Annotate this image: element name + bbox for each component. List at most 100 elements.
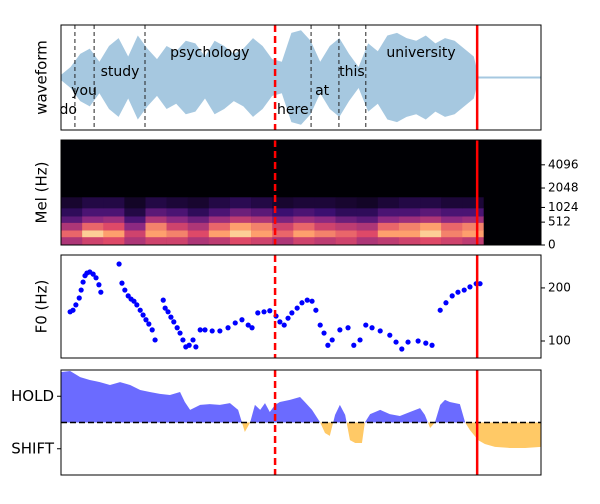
spectrogram-cell	[103, 230, 125, 238]
spectrogram-cell	[124, 222, 146, 231]
f0-point	[98, 289, 104, 295]
spectrogram-cell	[293, 197, 315, 209]
spectrogram-cell	[377, 230, 400, 238]
spectrogram-cell	[293, 208, 315, 217]
f0-point	[267, 308, 273, 314]
f0-point	[449, 293, 455, 299]
f0-point	[369, 325, 375, 331]
axes-frame	[60, 369, 542, 476]
f0-point	[116, 261, 122, 267]
spectrogram-cell	[377, 222, 400, 231]
spectrogram-cell	[229, 197, 252, 209]
spectrogram-cell	[124, 216, 146, 223]
spectrogram-cell	[124, 197, 146, 209]
spectrogram-cell	[229, 236, 252, 245]
word-label: psychology	[170, 45, 249, 61]
f0-point	[255, 310, 261, 316]
spectrogram-cell	[335, 216, 357, 223]
spectrogram-cell	[166, 197, 189, 209]
f0-point	[78, 287, 84, 293]
spectrogram-cell	[166, 222, 189, 231]
spectrogram-cell	[377, 208, 400, 217]
spectrogram-cell	[187, 208, 210, 217]
f0-point	[309, 298, 315, 304]
spectrogram-cell	[124, 208, 146, 217]
f0-point	[174, 325, 180, 331]
spectrogram-cell	[124, 230, 146, 238]
spectrogram-cell	[398, 236, 421, 245]
spectrogram-cell	[356, 208, 379, 217]
f0-point	[70, 307, 76, 313]
spectrogram-cell	[166, 208, 189, 217]
spectrogram-cell	[398, 197, 421, 209]
spectrogram-cell	[103, 236, 125, 245]
spectrogram-cell	[82, 208, 104, 217]
spectrogram-cell	[251, 216, 273, 223]
f0-point	[377, 328, 383, 334]
spectrogram-cell	[377, 197, 400, 209]
f0-point	[455, 289, 461, 295]
spectrogram-cell	[441, 208, 463, 217]
spectrogram-cell	[314, 208, 336, 217]
y-axis-label: Mel (Hz)	[33, 162, 51, 224]
y-tick-label: 512	[548, 215, 571, 229]
spectrogram-cell	[103, 222, 125, 231]
spectrogram-cell	[272, 197, 294, 209]
spectrogram-cell	[420, 222, 442, 231]
y-tick-label: 100	[548, 334, 571, 348]
spectrogram-cell	[314, 216, 336, 223]
f0-point	[180, 337, 186, 343]
waveform-upper	[61, 30, 541, 78]
spectrogram-cell	[61, 230, 83, 238]
f0-point	[461, 287, 467, 293]
word-label: study	[101, 64, 140, 80]
f0-point	[122, 287, 128, 293]
spectrogram-cell	[356, 197, 379, 209]
f0-point	[197, 327, 203, 333]
spectrogram-cell	[145, 222, 167, 231]
f0-point	[80, 279, 86, 285]
spectrogram-cell	[293, 216, 315, 223]
f0-point	[239, 317, 245, 323]
spectrogram-cell	[61, 197, 83, 209]
spectrogram-cell	[293, 230, 315, 238]
f0-point	[76, 295, 82, 301]
f0-point	[387, 332, 393, 338]
hold-area	[61, 371, 541, 423]
spectrogram-cell	[251, 230, 273, 238]
spectrogram-cell	[398, 222, 421, 231]
word-label: here	[277, 102, 309, 118]
y-tick-label: 200	[548, 280, 571, 294]
spectrogram-cell	[82, 236, 104, 245]
y-tick-label: 0	[548, 238, 556, 252]
y-tick-label: SHIFT	[11, 439, 55, 457]
spectrogram-cell	[166, 230, 189, 238]
plot-area	[61, 25, 541, 130]
spectrogram-cell	[420, 230, 442, 238]
f0-point	[245, 322, 251, 328]
spectrogram-cell	[208, 197, 231, 209]
spectrogram-cell	[420, 197, 442, 209]
spectrogram-cell	[187, 230, 210, 238]
spectrogram-cell	[145, 236, 167, 245]
f0-point	[131, 298, 137, 304]
spectrogram-cell	[356, 236, 379, 245]
spectrogram-cell	[272, 216, 294, 223]
spectrogram-cell	[420, 216, 442, 223]
f0-point	[325, 342, 331, 348]
spectrogram-cell	[293, 236, 315, 245]
spectrogram-cell	[166, 216, 189, 223]
spectrogram-cell	[251, 208, 273, 217]
f0-point	[337, 327, 343, 333]
f0-point	[317, 322, 323, 328]
f0-point	[393, 339, 399, 345]
spectrogram-cell	[145, 230, 167, 238]
f0-point	[429, 342, 435, 348]
f0-point	[165, 309, 171, 315]
f0-point	[209, 328, 215, 334]
spectrogram-cell	[335, 236, 357, 245]
spectrogram-cell	[187, 236, 210, 245]
word-label: at	[315, 83, 330, 99]
spectrogram-cell	[251, 222, 273, 231]
